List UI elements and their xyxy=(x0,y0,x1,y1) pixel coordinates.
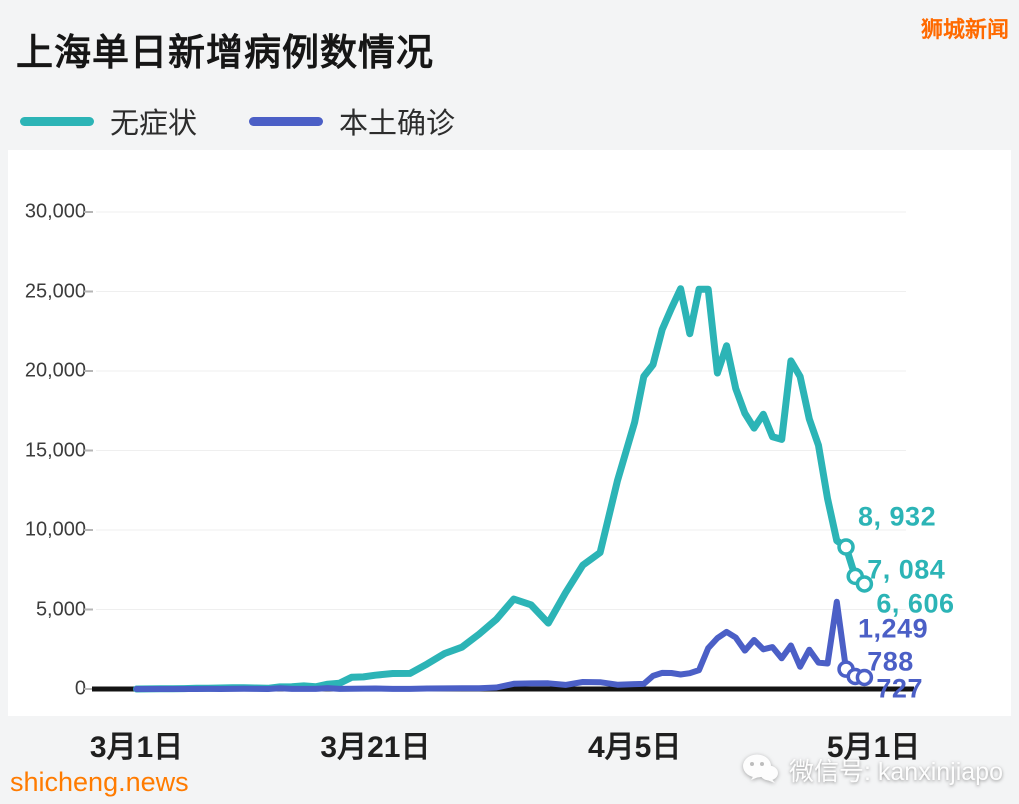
x-tick-label: 4月5日 xyxy=(587,731,682,764)
wechat-icon xyxy=(743,754,779,783)
end-label-confirmed: 727 xyxy=(876,673,923,704)
x-tick-label: 5月1日 xyxy=(826,731,921,764)
end-label-asymptomatic: 8, 932 xyxy=(858,501,937,532)
y-tick-label: 15,000 xyxy=(24,439,86,461)
chart-title: 上海单日新增病例数情况 xyxy=(16,32,434,73)
y-tick-label: 20,000 xyxy=(24,359,86,382)
x-tick-label: 3月21日 xyxy=(320,731,431,764)
legend-item-asymptomatic: 无症状 xyxy=(20,100,197,142)
legend-item-confirmed: 本土确诊 xyxy=(249,100,455,142)
legend-label-asymptomatic: 无症状 xyxy=(110,108,198,140)
legend-label-confirmed: 本土确诊 xyxy=(339,108,456,140)
x-axis-labels: 3月1日 3月21日 4月5日 5月1日 xyxy=(8,716,1011,766)
x-tick-label: 3月1日 xyxy=(89,731,184,764)
y-tick-label: 25,000 xyxy=(24,280,86,302)
end-marker xyxy=(855,575,874,593)
asymptomatic-line xyxy=(133,285,868,693)
end-marker xyxy=(837,538,855,556)
y-tick-label: 5,000 xyxy=(35,598,86,620)
confirmed-line xyxy=(133,598,868,692)
legend-swatch-confirmed xyxy=(249,116,324,126)
watermark-left: shicheng.news xyxy=(10,767,189,797)
end-marker xyxy=(855,668,874,687)
legend-swatch-asymptomatic xyxy=(20,116,94,126)
end-label-asymptomatic: 7, 084 xyxy=(867,554,946,585)
watermark-right: 微信号: kanxinjiapo xyxy=(741,752,1003,788)
end-label-asymptomatic: 6, 606 xyxy=(876,588,955,619)
chart-svg xyxy=(84,211,914,693)
brand-watermark: 狮城新闻 xyxy=(920,17,1009,42)
legend: 无症状 本土确诊 xyxy=(20,100,455,142)
watermark-right-text: 微信号: kanxinjiapo xyxy=(789,758,1003,786)
chart-area: 0 5,000 10,000 15,000 20,000 25,000 30,000 8, 9… xyxy=(8,150,1011,716)
y-tick-label: 30,000 xyxy=(24,200,86,223)
end-label-confirmed: 788 xyxy=(867,646,914,677)
y-tick-label: 0 xyxy=(74,677,86,700)
y-tick-label: 10,000 xyxy=(24,518,86,541)
end-label-confirmed: 1,249 xyxy=(858,613,929,644)
